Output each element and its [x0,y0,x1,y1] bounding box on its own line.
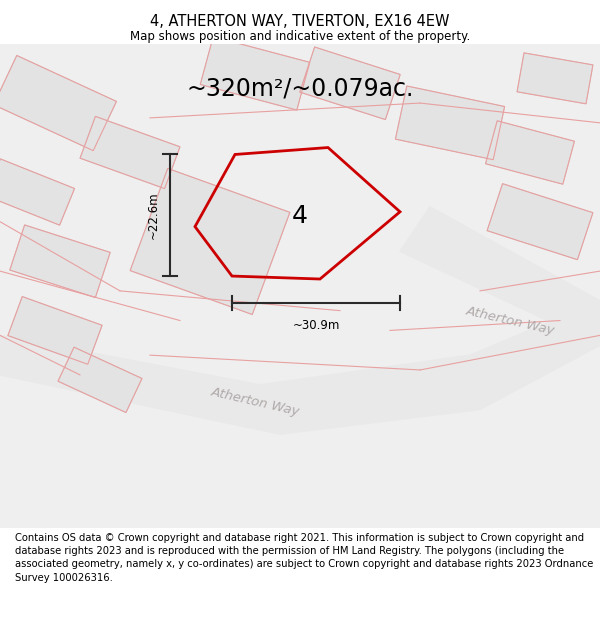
Text: ~22.6m: ~22.6m [147,191,160,239]
Polygon shape [0,56,116,151]
Text: ~320m²/~0.079ac.: ~320m²/~0.079ac. [187,76,413,100]
Text: Contains OS data © Crown copyright and database right 2021. This information is : Contains OS data © Crown copyright and d… [15,533,593,582]
Polygon shape [0,301,600,434]
Polygon shape [395,86,505,160]
Polygon shape [200,37,310,110]
Text: 4: 4 [292,204,308,228]
Polygon shape [0,44,600,528]
Polygon shape [517,53,593,104]
Text: Map shows position and indicative extent of the property.: Map shows position and indicative extent… [130,30,470,42]
Polygon shape [0,159,74,225]
Polygon shape [487,184,593,260]
Polygon shape [10,225,110,298]
Text: ~30.9m: ~30.9m [292,319,340,331]
Polygon shape [400,207,600,345]
Polygon shape [8,296,102,364]
Text: Atherton Way: Atherton Way [209,385,301,418]
Text: 4, ATHERTON WAY, TIVERTON, EX16 4EW: 4, ATHERTON WAY, TIVERTON, EX16 4EW [150,14,450,29]
Text: Atherton Way: Atherton Way [464,304,556,337]
Polygon shape [130,168,290,314]
Polygon shape [58,347,142,413]
Polygon shape [485,121,574,184]
Polygon shape [300,47,400,119]
Polygon shape [80,116,180,189]
